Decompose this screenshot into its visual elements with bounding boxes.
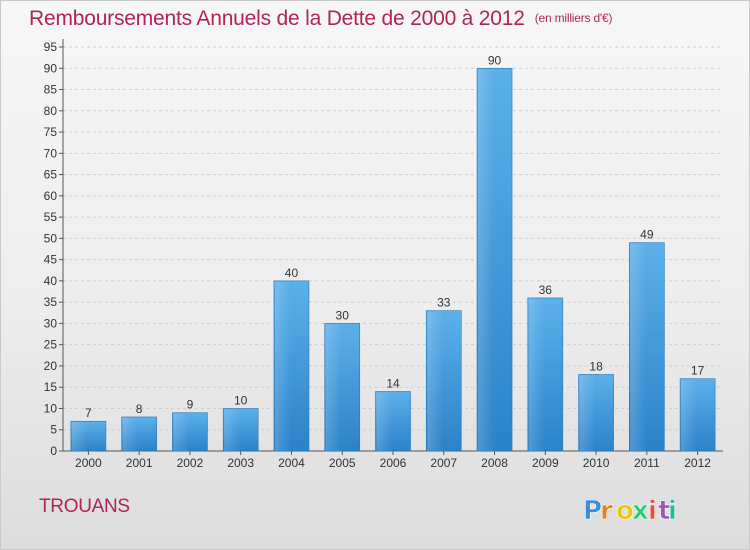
bar-highlight — [122, 417, 139, 451]
commune-name: TROUANS — [39, 496, 130, 517]
bar-highlight — [579, 375, 596, 451]
data-label-2003: 10 — [234, 393, 248, 407]
y-tick-label: 10 — [44, 401, 58, 415]
bar-highlight — [528, 298, 545, 451]
bar-highlight — [224, 409, 240, 451]
chart-title-text: Remboursements Annuels de la Dette de 20… — [29, 7, 525, 30]
y-tick-label: 85 — [44, 83, 58, 97]
data-label-2005: 30 — [336, 308, 350, 322]
x-tick-label-2008: 2008 — [481, 456, 508, 470]
chart-title: Remboursements Annuels de la Dette de 20… — [29, 7, 612, 31]
y-tick-label: 90 — [44, 61, 58, 75]
logo-letter: t — [658, 496, 670, 526]
y-tick-labels: 0 5 10 15 20 25 30 35 40 45 50 55 60 65 70 75 80 85 90 95 — [44, 40, 63, 458]
grid-lines — [63, 46, 723, 431]
x-tick-label-2001: 2001 — [126, 456, 153, 470]
data-label-2004: 40 — [285, 266, 299, 280]
proxiti-logo: Pr ox i ti — [583, 496, 678, 527]
x-tick-label-2003: 2003 — [227, 456, 254, 470]
bar-highlight — [630, 243, 647, 451]
x-tick-label-2007: 2007 — [430, 456, 457, 470]
y-tick-label: 80 — [44, 104, 58, 118]
y-tick-label: 60 — [44, 189, 58, 203]
x-tick-label-2002: 2002 — [177, 456, 204, 470]
x-tick-label-2006: 2006 — [380, 456, 407, 470]
y-tick-label: 20 — [44, 359, 58, 373]
logo-letter: o — [616, 496, 634, 526]
y-tick-label: 35 — [44, 295, 58, 309]
data-label-2009: 36 — [539, 283, 553, 297]
data-label-2000: 7 — [85, 406, 92, 420]
x-tick-labels: 2000 2001 2002 2003 2004 2005 2006 2007 2008 2009… — [75, 451, 711, 470]
y-tick-label: 75 — [44, 125, 58, 139]
y-tick-label: 15 — [44, 380, 58, 394]
bar-highlight — [274, 281, 291, 451]
y-tick-label: 65 — [44, 168, 58, 182]
chart-unit: (en milliers d'€) — [534, 11, 613, 25]
y-tick-label: 45 — [44, 253, 58, 267]
logo-letter: i — [668, 496, 677, 526]
data-label-2011: 49 — [640, 228, 654, 242]
data-label-2010: 18 — [589, 359, 603, 373]
x-tick-label-2004: 2004 — [278, 456, 305, 470]
data-label-2001: 8 — [136, 402, 143, 416]
bar-highlight — [71, 422, 88, 451]
y-tick-label: 0 — [50, 444, 57, 458]
logo-letter: r — [600, 496, 613, 526]
y-tick-label: 5 — [50, 423, 57, 437]
x-tick-label-2010: 2010 — [583, 456, 610, 470]
logo-letter: P — [583, 496, 602, 526]
bar-highlight — [376, 392, 393, 451]
bar-highlight — [478, 69, 494, 452]
y-tick-label: 95 — [44, 40, 58, 54]
data-label-2006: 14 — [386, 376, 400, 390]
x-tick-label-2005: 2005 — [329, 456, 356, 470]
bar-highlight — [173, 413, 190, 451]
y-tick-label: 50 — [44, 231, 58, 245]
x-tick-label-2012: 2012 — [684, 456, 711, 470]
logo-letter: x — [632, 496, 649, 526]
x-tick-label-2009: 2009 — [532, 456, 559, 470]
data-label-2008: 90 — [488, 53, 502, 67]
x-tick-label-2011: 2011 — [634, 456, 660, 470]
y-tick-label: 70 — [44, 146, 58, 160]
y-tick-label: 40 — [44, 274, 58, 288]
data-label-2012: 17 — [691, 364, 705, 378]
logo-letter: i — [648, 496, 657, 526]
y-tick-label: 25 — [44, 338, 58, 352]
x-tick-label-2000: 2000 — [75, 456, 102, 470]
bar-highlight — [681, 379, 697, 451]
data-label-2002: 9 — [187, 398, 194, 412]
bar-highlight — [427, 311, 444, 451]
bar-highlight — [325, 324, 342, 451]
data-labels: 7 8 9 10 40 30 14 33 90 36 18 49 17 — [85, 53, 705, 420]
y-tick-label: 55 — [44, 210, 58, 224]
y-tick-label: 30 — [44, 316, 58, 330]
data-label-2007: 33 — [437, 296, 451, 310]
bars — [70, 67, 716, 452]
